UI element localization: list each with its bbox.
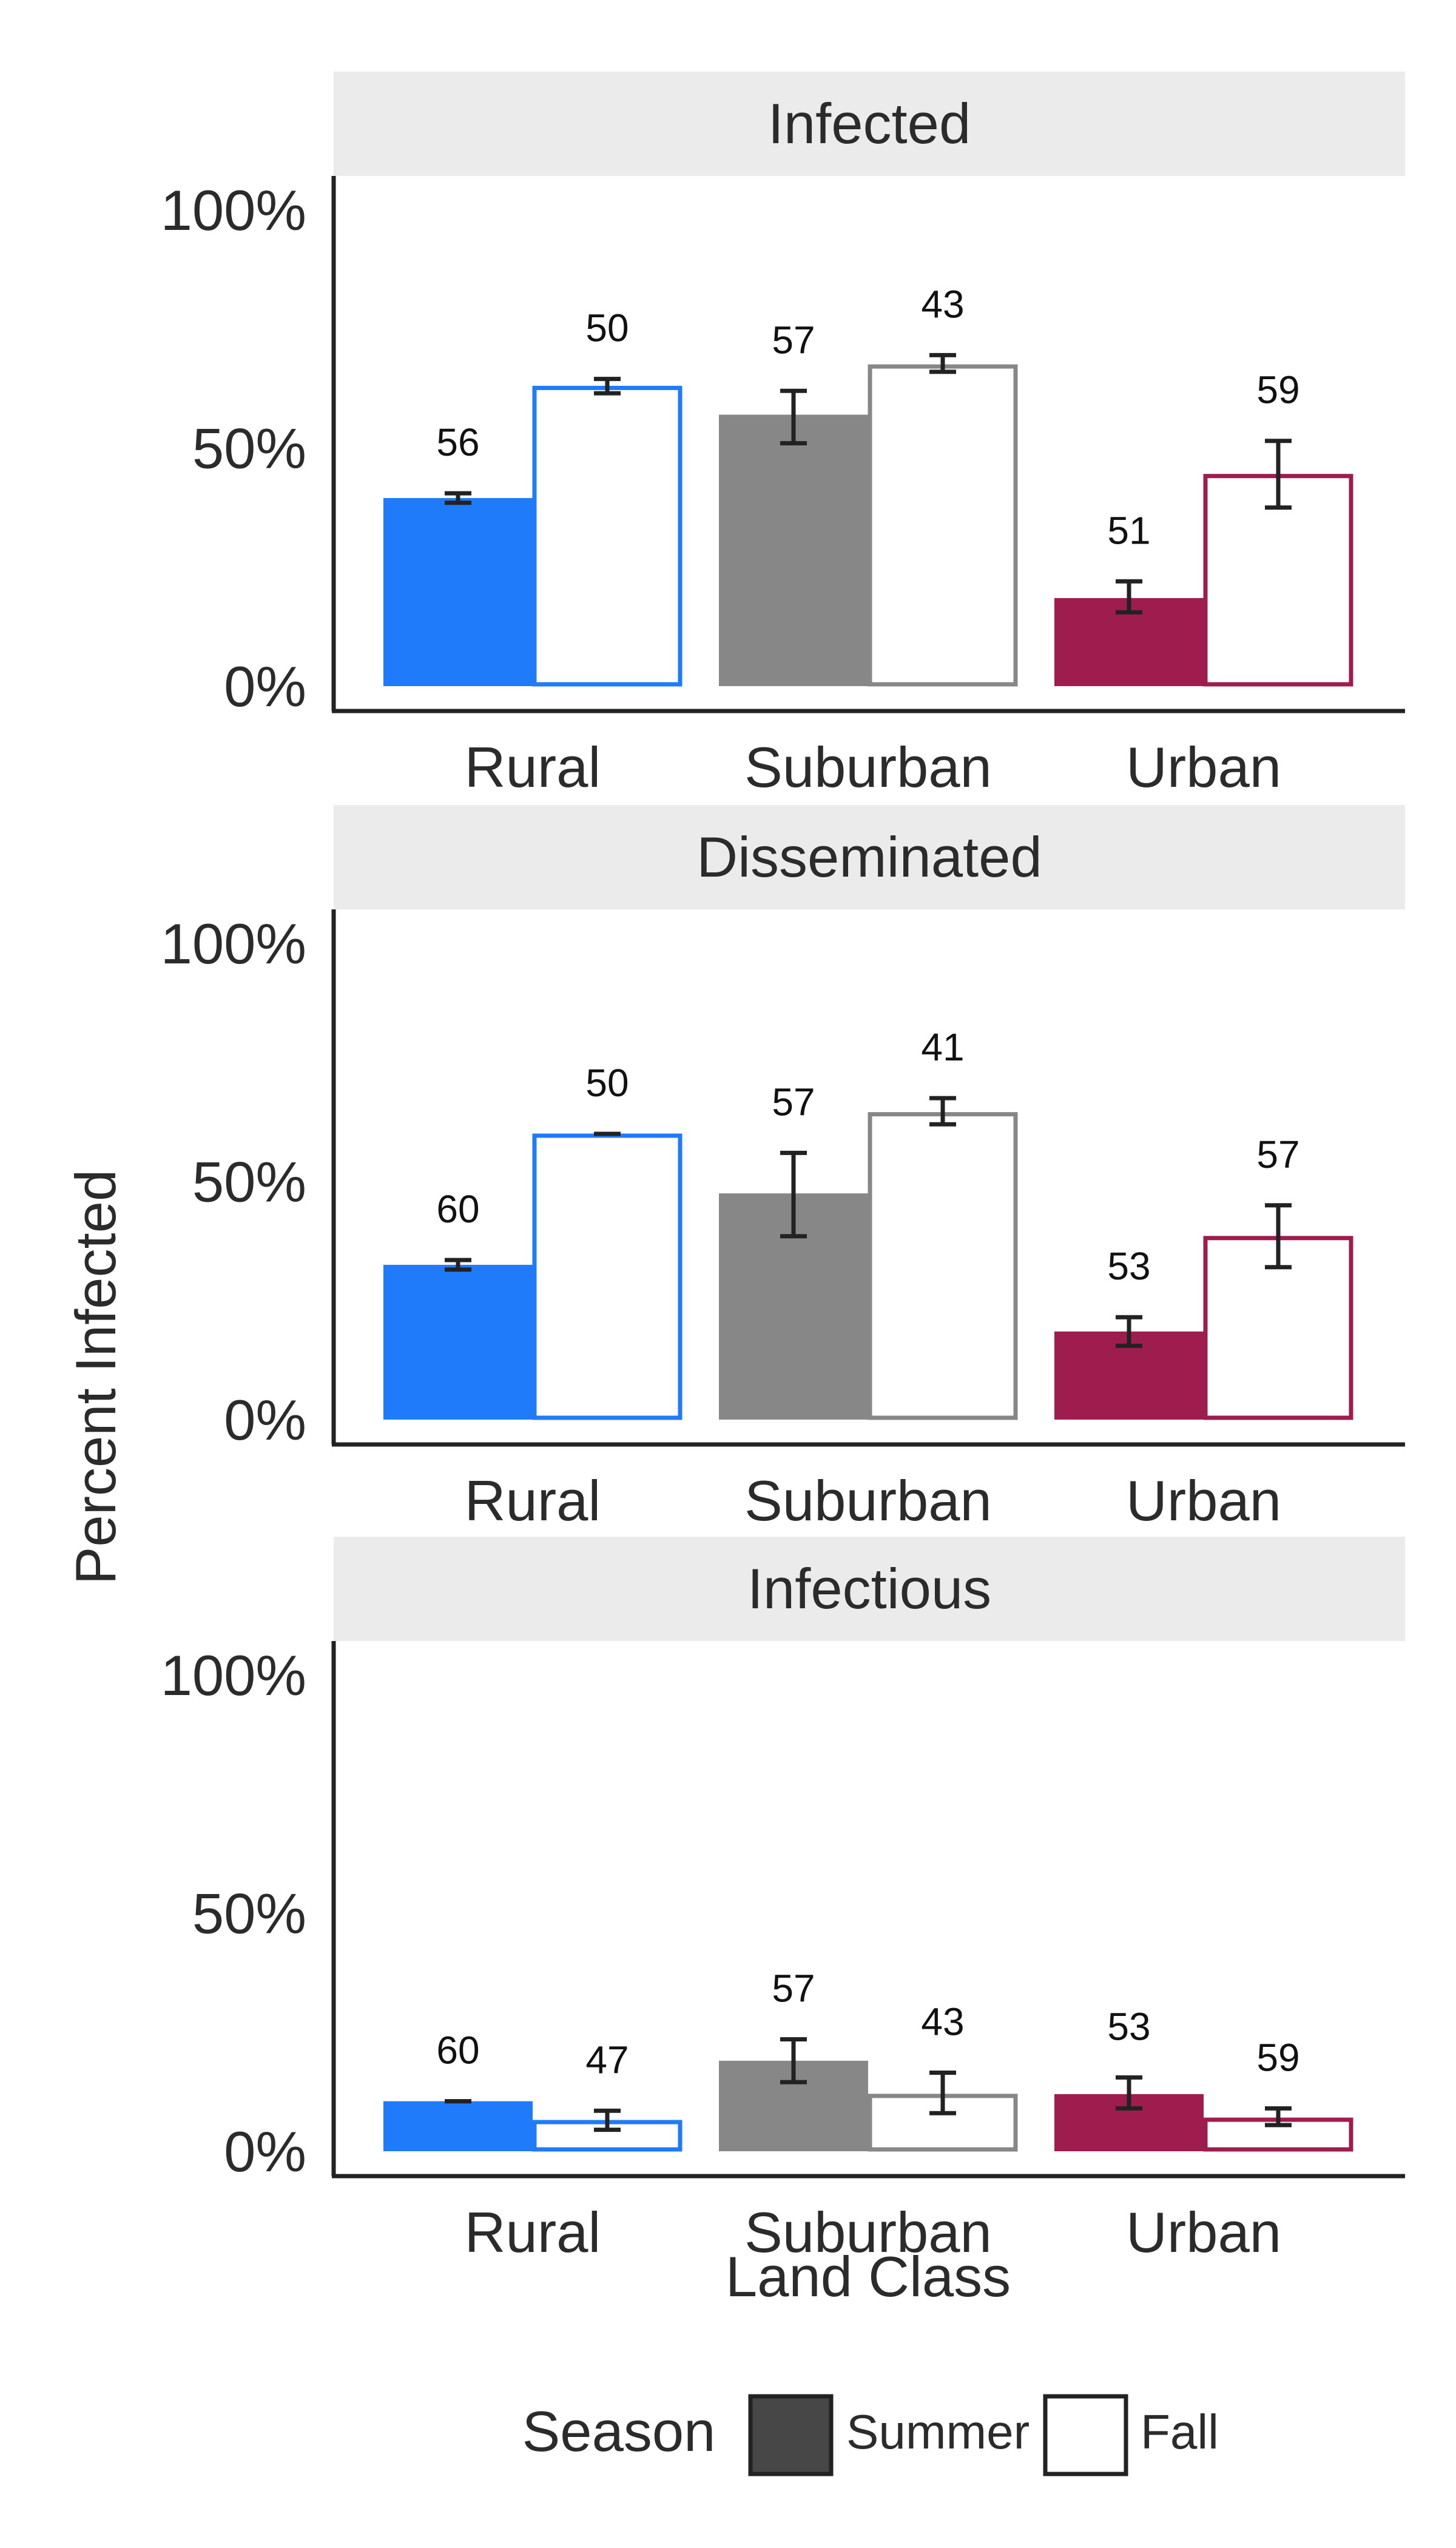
- x-tick-label: Suburban: [744, 1469, 992, 1532]
- bar-rural-fall: [532, 385, 682, 687]
- y-tick-label: 100%: [161, 178, 306, 242]
- error-bar: [594, 377, 621, 396]
- error-bar: [929, 352, 956, 374]
- sample-size-label: 56: [436, 420, 479, 464]
- panel-infectious: Infectious 0% 50% 100% 60 47 57 43 53 59 Rural Subu…: [161, 1537, 1405, 2264]
- error-bar: [929, 2070, 956, 2115]
- bar-suburban-summer: [719, 414, 868, 686]
- error-bar: [1265, 2106, 1292, 2128]
- sample-size-label: 57: [772, 1967, 815, 2010]
- sample-size-label: 57: [772, 1080, 815, 1124]
- y-tick-label: 0%: [224, 655, 306, 718]
- sample-size-label: 47: [585, 2038, 629, 2081]
- legend-key-fall: [1043, 2394, 1128, 2476]
- panel-title: Infected: [768, 92, 971, 155]
- y-tick-label: 100%: [161, 1643, 306, 1707]
- x-tick-label: Suburban: [744, 735, 992, 799]
- bar-suburban-fall: [868, 364, 1018, 687]
- legend-key-summer: [748, 2394, 834, 2476]
- x-tick-label: Suburban: [744, 2200, 992, 2264]
- sample-size-label: 53: [1107, 2004, 1150, 2048]
- sample-size-label: 57: [772, 318, 815, 362]
- panel-infected: Infected 0% 50% 100% 56 50 57 43 51 59 Rural Suburb…: [161, 72, 1405, 799]
- error-bar: [1265, 1203, 1292, 1270]
- error-bar: [1265, 439, 1292, 510]
- y-tick-label: 100%: [161, 912, 306, 976]
- error-bar: [1116, 579, 1142, 615]
- sample-size-label: 43: [921, 282, 964, 326]
- sample-size-label: 43: [921, 2000, 964, 2043]
- panel-strip: [334, 1537, 1405, 1641]
- x-tick-label: Urban: [1126, 735, 1281, 799]
- x-tick-label: Rural: [465, 2200, 601, 2264]
- panel-strip: [334, 72, 1405, 176]
- legend: Season Summer Fall: [522, 2394, 1219, 2476]
- y-axis-title: Percent Infected: [64, 1170, 127, 1585]
- x-tick-label: Urban: [1126, 1469, 1281, 1532]
- y-tick-label: 0%: [224, 2120, 306, 2183]
- error-bar: [780, 1150, 807, 1239]
- error-bar: [594, 2108, 621, 2132]
- x-tick-label: Urban: [1126, 2200, 1281, 2264]
- error-bar: [1116, 1315, 1142, 1348]
- error-bar: [445, 491, 471, 505]
- y-tick-label: 50%: [192, 417, 306, 480]
- error-bar: [1116, 2075, 1142, 2111]
- sample-size-label: 59: [1256, 2035, 1299, 2079]
- sample-size-label: 57: [1256, 1133, 1299, 1176]
- y-tick-label: 0%: [224, 1388, 306, 1452]
- panel-strip: [334, 805, 1405, 909]
- error-bar: [780, 2037, 807, 2085]
- sample-size-label: 41: [921, 1025, 964, 1069]
- bar-rural-summer: [383, 1264, 533, 1420]
- bar-rural-fall: [532, 1133, 682, 1420]
- sample-size-label: 59: [1256, 368, 1299, 412]
- y-tick-label: 50%: [192, 1882, 306, 1946]
- sample-size-label: 60: [436, 2029, 479, 2072]
- x-axis-title: Land Class: [726, 2245, 1011, 2308]
- panel-title: Infectious: [747, 1557, 991, 1620]
- y-tick-label: 50%: [192, 1150, 306, 1214]
- sample-size-label: 50: [585, 1061, 629, 1105]
- error-bar: [780, 388, 807, 446]
- bar-rural-summer: [383, 497, 533, 686]
- legend-title: Season: [522, 2399, 716, 2463]
- panel-disseminated: Disseminated 0% 50% 100% 60 50 57 41 53 57 Rural Su…: [161, 805, 1405, 1532]
- legend-label-fall: Fall: [1141, 2405, 1219, 2459]
- legend-label-summer: Summer: [846, 2405, 1030, 2459]
- sample-size-label: 50: [585, 306, 629, 350]
- x-tick-label: Rural: [465, 735, 601, 799]
- bar-rural-summer: [383, 2101, 533, 2151]
- panel-title: Disseminated: [696, 825, 1042, 889]
- x-tick-label: Rural: [465, 1469, 601, 1532]
- sample-size-label: 51: [1107, 508, 1150, 552]
- sample-size-label: 60: [436, 1187, 479, 1231]
- error-bar: [445, 1258, 471, 1272]
- error-bar: [929, 1096, 956, 1127]
- bar-suburban-fall: [868, 1112, 1018, 1420]
- sample-size-label: 53: [1107, 1244, 1150, 1288]
